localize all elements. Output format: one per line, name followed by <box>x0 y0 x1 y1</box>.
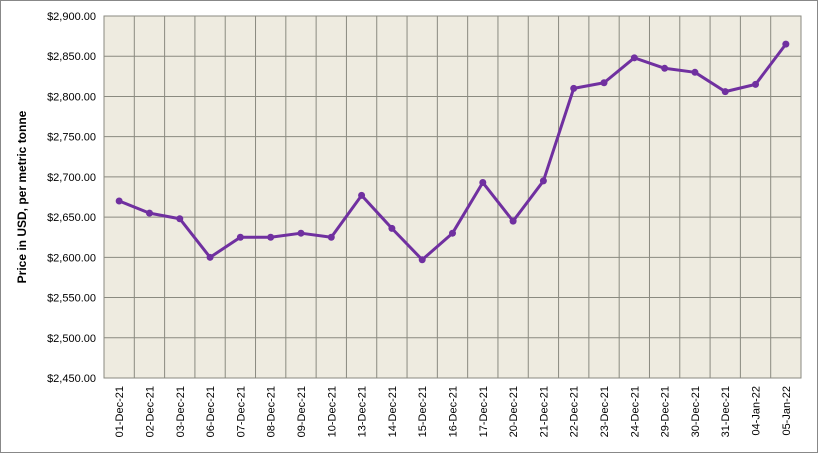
x-tick-label: 29-Dec-21 <box>660 386 672 437</box>
x-tick-label: 14-Dec-21 <box>387 386 399 437</box>
x-tick-label: 17-Dec-21 <box>478 386 490 437</box>
data-point <box>782 40 790 48</box>
data-point <box>145 209 153 217</box>
y-tick-label: $2,750.00 <box>47 132 96 144</box>
data-point <box>570 84 578 92</box>
x-tick-label: 10-Dec-21 <box>326 386 338 437</box>
x-tick-label: 09-Dec-21 <box>296 386 308 437</box>
x-tick-label: 15-Dec-21 <box>417 386 429 437</box>
y-tick-label: $2,850.00 <box>47 51 96 63</box>
data-point <box>449 229 456 237</box>
data-point <box>115 197 123 205</box>
x-tick-label: 30-Dec-21 <box>690 386 702 437</box>
x-tick-label: 01-Dec-21 <box>114 386 126 437</box>
data-point <box>297 229 305 237</box>
y-tick-label: $2,700.00 <box>47 172 96 184</box>
x-tick-label: 23-Dec-21 <box>599 386 611 437</box>
data-point <box>327 233 335 241</box>
y-tick-label: $2,450.00 <box>47 373 96 385</box>
x-tick-label: 06-Dec-21 <box>205 386 217 437</box>
data-point <box>630 54 638 62</box>
data-point <box>267 233 275 241</box>
data-point <box>661 64 669 72</box>
x-tick-label: 03-Dec-21 <box>175 386 187 437</box>
x-tick-label: 02-Dec-21 <box>144 386 156 437</box>
data-point <box>691 68 699 76</box>
x-tick-label: 08-Dec-21 <box>266 386 278 437</box>
y-tick-label: $2,550.00 <box>47 293 96 305</box>
x-tick-label: 05-Jan-22 <box>781 386 793 436</box>
x-tick-label: 04-Jan-22 <box>751 386 763 436</box>
data-point <box>752 80 760 88</box>
x-tick-label: 13-Dec-21 <box>357 386 369 437</box>
x-tick-label: 24-Dec-21 <box>629 386 641 437</box>
data-point <box>600 79 608 87</box>
x-tick-label: 31-Dec-21 <box>720 386 732 437</box>
data-point <box>721 88 729 96</box>
y-tick-label: $2,500.00 <box>47 333 96 345</box>
plot-border <box>103 15 802 379</box>
x-tick-label: 16-Dec-21 <box>448 386 460 437</box>
x-tick-label: 22-Dec-21 <box>569 386 581 437</box>
y-tick-label: $2,650.00 <box>47 212 96 224</box>
x-tick-label: 20-Dec-21 <box>508 386 520 437</box>
data-point <box>206 253 214 261</box>
data-point <box>539 177 547 185</box>
y-tick-label: $2,600.00 <box>47 252 96 264</box>
data-point <box>479 179 487 187</box>
y-tick-label: $2,900.00 <box>47 11 96 23</box>
data-point <box>236 233 244 241</box>
data-point <box>388 224 396 232</box>
plot-area <box>104 16 801 378</box>
y-axis-label: Price in USD, per metric tonne <box>15 110 29 283</box>
data-point <box>509 217 517 225</box>
data-point <box>358 191 366 199</box>
data-point <box>176 215 184 223</box>
y-tick-label: $2,800.00 <box>47 91 96 103</box>
data-point <box>418 256 426 264</box>
x-tick-label: 21-Dec-21 <box>538 386 550 437</box>
x-tick-label: 07-Dec-21 <box>235 386 247 437</box>
